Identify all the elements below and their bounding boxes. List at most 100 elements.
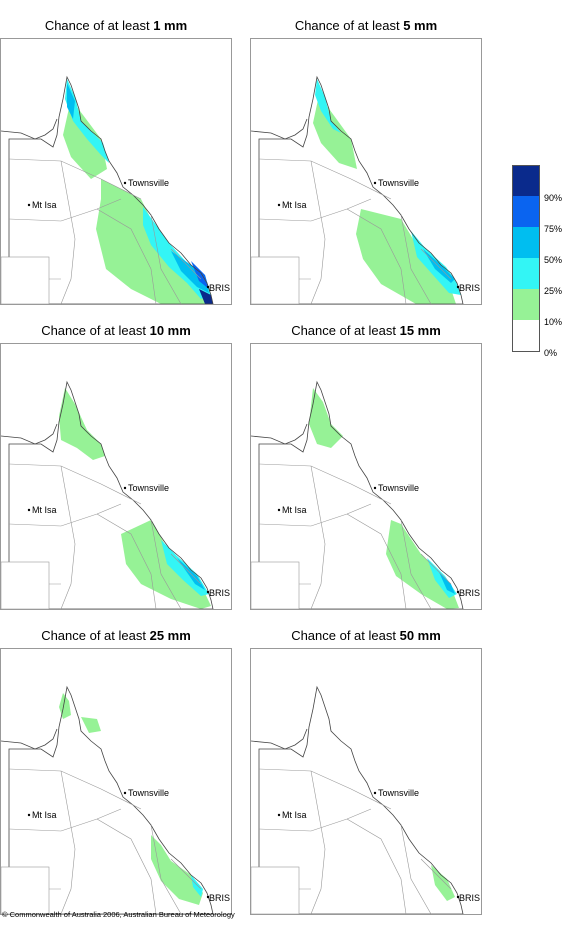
legend-swatch-25 (512, 258, 540, 289)
district-boundary (310, 160, 326, 304)
district-boundary (310, 770, 326, 914)
gulf-coastline (1, 423, 58, 445)
legend-swatch-75 (512, 196, 540, 227)
legend-swatch-50 (512, 227, 540, 258)
district-boundary (170, 858, 202, 890)
map-frame: Townsville Mt Isa BRIS (0, 38, 232, 305)
district-boundary (170, 553, 202, 585)
map-panel: Chance of at least 50 mm Townsville Mt Isa… (250, 628, 482, 928)
town-dot (373, 486, 377, 490)
queensland-map (1, 685, 214, 914)
label-mt-isa: Mt Isa (32, 810, 57, 820)
district-boundary (346, 208, 407, 304)
inset-box (1, 866, 50, 914)
district-boundary (150, 214, 182, 304)
rain-probability-area (315, 79, 341, 133)
panel-title: Chance of at least 5 mm (250, 18, 482, 34)
panel-title: Chance of at least 50 mm (250, 628, 482, 644)
town-dot (277, 508, 281, 512)
town-dot (206, 590, 210, 594)
label-brisbane: BRIS (459, 283, 481, 293)
queensland-map (1, 380, 214, 609)
panel-title-prefix: Chance of at least (294, 18, 404, 33)
gulf-coastline (1, 118, 58, 140)
rain-probability-area (191, 261, 209, 289)
label-brisbane: BRIS (459, 893, 481, 903)
queensland-map (251, 380, 464, 609)
panel-title-prefix: Chance of at least (44, 18, 154, 33)
panel-title: Chance of at least 25 mm (0, 628, 232, 644)
panel-title-amount: 10 mm (149, 323, 191, 338)
panel-title-prefix: Chance of at least (291, 628, 400, 643)
rain-probability-area (67, 83, 75, 119)
district-boundary (420, 553, 452, 585)
label-brisbane: BRIS (209, 893, 231, 903)
rain-probability-area (65, 79, 109, 163)
gulf-coastline (1, 728, 58, 750)
district-boundary (150, 824, 182, 914)
label-mt-isa: Mt Isa (282, 200, 307, 210)
town-dot (123, 486, 127, 490)
rain-probability-area (171, 251, 209, 293)
town-dot (206, 285, 210, 289)
district-boundary (258, 158, 392, 200)
label-townsville: Townsville (128, 178, 170, 188)
rain-probability-area (309, 388, 343, 448)
panel-title-amount: 5 mm (403, 18, 438, 33)
probability-legend: 90% 75% 50% 25% 10% 0% (512, 165, 570, 358)
district-boundary (96, 513, 157, 609)
rain-probability-area (59, 388, 105, 460)
town-dot (373, 791, 377, 795)
label-townsville: Townsville (128, 483, 170, 493)
rain-probability-area (151, 835, 203, 905)
rain-probability-area (431, 865, 455, 901)
district-boundary (8, 503, 122, 527)
district-boundary (60, 770, 76, 914)
district-boundary (420, 858, 452, 890)
legend-label-90: 90% (544, 193, 563, 203)
map-panel: Chance of at least 5 mm Townsville Mt Isa B… (250, 18, 482, 318)
rain-probability-area (121, 520, 211, 609)
label-mt-isa: Mt Isa (282, 505, 307, 515)
label-mt-isa: Mt Isa (282, 810, 307, 820)
district-boundary (8, 463, 142, 505)
town-dot (27, 508, 31, 512)
map-frame: Townsville Mt Isa BRIS (0, 343, 232, 610)
legend-swatch-10 (512, 289, 540, 320)
district-boundary (258, 463, 392, 505)
map-panel: Chance of at least 10 mm Townsville Mt Isa… (0, 323, 232, 623)
state-boundary (8, 685, 214, 914)
panel-title-amount: 25 mm (149, 628, 191, 643)
queensland-map (251, 685, 464, 914)
town-dot (277, 813, 281, 817)
legend-swatch-90 (512, 165, 540, 197)
label-townsville: Townsville (378, 788, 420, 798)
label-mt-isa: Mt Isa (32, 200, 57, 210)
label-townsville: Townsville (378, 483, 420, 493)
town-dot (373, 181, 377, 185)
panel-title-amount: 15 mm (399, 323, 441, 338)
panel-title-amount: 1 mm (153, 18, 188, 33)
copyright-notice: © Commonwealth of Australia 2006, Austra… (2, 910, 235, 919)
rain-probability-area (439, 572, 455, 594)
state-boundary (258, 685, 464, 914)
label-brisbane: BRIS (209, 588, 231, 598)
panel-title-prefix: Chance of at least (41, 628, 150, 643)
panel-title: Chance of at least 15 mm (250, 323, 482, 339)
district-boundary (258, 198, 372, 222)
map-panel: Chance of at least 1 mm Townsville Mt Isa B… (0, 18, 232, 318)
district-boundary (346, 818, 407, 914)
inset-box (1, 561, 50, 609)
legend-label-50: 50% (544, 255, 563, 265)
district-boundary (8, 198, 122, 222)
label-townsville: Townsville (128, 788, 170, 798)
label-brisbane: BRIS (209, 283, 231, 293)
map-frame: Townsville Mt Isa BRIS (0, 648, 232, 915)
map-frame: Townsville Mt Isa BRIS (250, 38, 482, 305)
district-boundary (8, 808, 122, 832)
district-boundary (258, 503, 372, 527)
town-dot (123, 181, 127, 185)
state-boundary (8, 380, 214, 609)
label-townsville: Townsville (378, 178, 420, 188)
district-boundary (346, 513, 407, 609)
